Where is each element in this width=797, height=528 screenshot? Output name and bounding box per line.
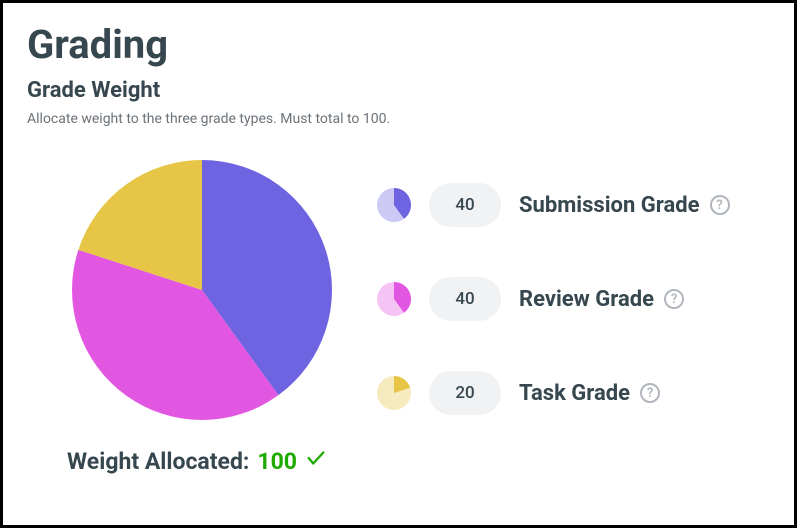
grading-panel: Grading Grade Weight Allocate weight to … [0, 0, 797, 528]
check-icon [305, 447, 327, 475]
legend-swatch-submission [377, 188, 411, 222]
legend-label-text: Submission Grade [519, 193, 700, 218]
weight-input-review[interactable]: 40 [429, 277, 501, 321]
legend-label-text: Task Grade [519, 381, 630, 406]
legend-swatch-review [377, 282, 411, 316]
legend-label-submission: Submission Grade? [519, 193, 730, 218]
legend-swatch-task [377, 376, 411, 410]
legend-row-submission: 40 Submission Grade? [377, 183, 730, 227]
legend-label-text: Review Grade [519, 287, 654, 312]
weight-allocated-line: Weight Allocated: 100 [67, 447, 327, 475]
weight-allocated-label: Weight Allocated: [67, 448, 249, 475]
legend-column: 40 Submission Grade? 40 Review Grade? 20 Task… [377, 155, 730, 415]
chart-column: Weight Allocated: 100 [27, 155, 337, 475]
section-subtitle: Grade Weight [27, 78, 770, 103]
weight-input-submission[interactable]: 40 [429, 183, 501, 227]
weight-input-task[interactable]: 20 [429, 371, 501, 415]
help-icon[interactable]: ? [640, 383, 660, 403]
help-icon[interactable]: ? [710, 195, 730, 215]
weight-allocated-value: 100 [257, 448, 297, 475]
legend-label-task: Task Grade? [519, 381, 660, 406]
legend-row-task: 20 Task Grade? [377, 371, 730, 415]
help-icon[interactable]: ? [664, 289, 684, 309]
grade-weight-pie-chart [67, 155, 337, 425]
section-description: Allocate weight to the three grade types… [27, 111, 770, 127]
legend-row-review: 40 Review Grade? [377, 277, 730, 321]
page-title: Grading [27, 21, 770, 68]
legend-label-review: Review Grade? [519, 287, 684, 312]
content-row: Weight Allocated: 100 40 Submission Grade… [27, 155, 770, 475]
